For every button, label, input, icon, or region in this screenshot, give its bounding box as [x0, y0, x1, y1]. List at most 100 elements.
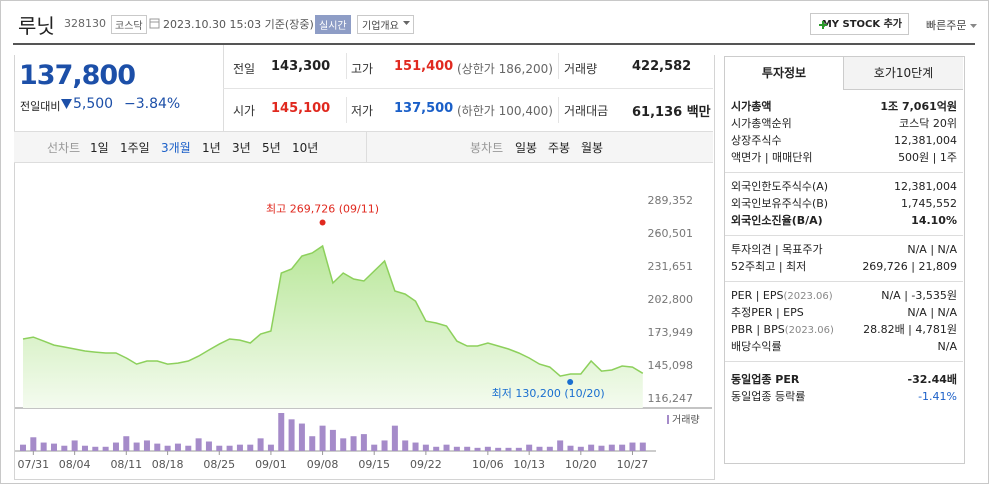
- volume-bar: [164, 445, 171, 451]
- volume-bar: [20, 444, 26, 451]
- volume-bar: [608, 444, 615, 451]
- stat-label: 시가: [233, 104, 256, 118]
- stat-value: 61,136 백만: [632, 105, 711, 120]
- invest-label: 투자의견 | 목표주가: [731, 243, 823, 256]
- volume-bar: [391, 425, 398, 451]
- volume-bar: [154, 443, 161, 451]
- invest-label: 동일업종 등락률: [731, 390, 806, 403]
- invest-label: PER | EPS: [731, 289, 784, 302]
- invest-row: PER | EPS(2023.06) N/A | -3,535원: [731, 287, 957, 304]
- invest-value: 14.10%: [911, 214, 957, 227]
- invest-row: 52주최고 | 최저 269,726 | 21,809: [731, 258, 957, 275]
- stat-value: 151,400: [394, 59, 454, 74]
- volume-bar: [195, 438, 202, 451]
- invest-tab[interactable]: 호가10단계: [843, 57, 963, 90]
- invest-row: 액면가 | 매매단위 500원 | 1주: [731, 149, 957, 166]
- x-tick-label: 08/25: [203, 458, 235, 471]
- invest-value: N/A | N/A: [907, 243, 957, 256]
- mystock-button[interactable]: MY STOCK 추가: [810, 13, 909, 35]
- candle-tab-label: 봉차트: [470, 141, 504, 155]
- realtime-badge[interactable]: 실시간: [315, 15, 351, 34]
- invest-row: 동일업종 PER -32.44배: [731, 371, 957, 388]
- divider: [366, 132, 367, 162]
- volume-bar: [30, 437, 37, 451]
- label-wrap: 외국인소진율(B/A): [731, 212, 823, 229]
- candle-tab[interactable]: 주봉: [548, 141, 571, 155]
- volume-bar: [526, 444, 533, 451]
- x-tick-label: 07/31: [17, 458, 49, 471]
- stat-value: 422,582: [632, 59, 692, 74]
- period-tab[interactable]: 5년: [262, 141, 281, 155]
- period-tab[interactable]: 3개월: [161, 141, 191, 155]
- annotation-label: 최저 130,200 (10/20): [492, 387, 605, 400]
- invest-group: PER | EPS(2023.06) N/A | -3,535원 추정PER | E…: [725, 282, 963, 362]
- y-tick-label: 145,098: [648, 359, 694, 372]
- invest-value: -32.44배: [907, 373, 957, 386]
- invest-note: (2023.06): [784, 325, 834, 336]
- invest-label: PBR | BPS: [731, 323, 785, 336]
- candle-tab[interactable]: 월봉: [581, 141, 604, 155]
- overview-label: 기업개요: [362, 21, 399, 32]
- x-tick-label: 10/27: [617, 458, 649, 471]
- volume-bar: [236, 444, 243, 451]
- invest-row: PBR | BPS(2023.06) 28.82배 | 4,781원: [731, 321, 957, 338]
- volume-bar: [102, 446, 109, 451]
- change-value: 5,500: [73, 96, 114, 112]
- candle-tab[interactable]: 일봉: [515, 141, 538, 155]
- volume-bar: [278, 413, 285, 451]
- invest-value: 28.82배 | 4,781원: [863, 323, 957, 336]
- volume-bar: [329, 429, 336, 451]
- volume-bar: [402, 440, 409, 451]
- invest-label: 추정PER | EPS: [731, 306, 804, 319]
- volume-bar: [205, 441, 212, 451]
- x-tick-label: 08/18: [152, 458, 184, 471]
- volume-bar: [371, 444, 378, 451]
- invest-value: 코스닥 20위: [899, 117, 957, 130]
- stat-label: 거래량: [564, 62, 598, 76]
- period-tab[interactable]: 1년: [202, 141, 221, 155]
- volume-bar: [381, 440, 388, 451]
- current-price: 137,800: [19, 60, 136, 91]
- datetime: 2023.10.30 15:03 기준(장중): [163, 18, 314, 31]
- period-tab[interactable]: 1일: [90, 141, 109, 155]
- volume-bar: [216, 445, 223, 451]
- volume-bar: [443, 444, 450, 451]
- change-rate: −3.84%: [124, 96, 181, 112]
- y-tick-label: 260,501: [648, 227, 694, 240]
- stat-label: 거래대금: [564, 104, 609, 118]
- volume-bar: [495, 447, 502, 451]
- volume-bar: [433, 446, 440, 451]
- legend-swatch: [667, 415, 669, 424]
- invest-value: N/A | N/A: [907, 306, 957, 319]
- invest-tab[interactable]: 투자정보: [725, 57, 843, 89]
- volume-bar: [298, 423, 305, 451]
- period-tab[interactable]: 10년: [292, 141, 319, 155]
- overview-button[interactable]: 기업개요: [357, 15, 414, 34]
- annotation-dot: [319, 219, 326, 226]
- volume-bar: [257, 438, 264, 451]
- invest-label: 시가총액: [731, 100, 772, 113]
- invest-groups: 시가총액 1조 7,061억원 시가총액순위 코스닥 20위 상장주식수 12,381,0…: [725, 93, 963, 411]
- x-tick-label: 10/06: [472, 458, 504, 471]
- volume-bar: [288, 419, 295, 451]
- period-tab[interactable]: 3년: [232, 141, 251, 155]
- invest-note: (2023.06): [783, 291, 833, 302]
- volume-bar: [174, 443, 181, 451]
- divider: [558, 53, 559, 79]
- annotation-label: 최고 269,726 (09/11): [266, 202, 379, 215]
- divider: [346, 53, 347, 79]
- invest-value: 1조 7,061억원: [880, 100, 957, 113]
- stat-label: 고가: [351, 62, 374, 76]
- volume-bar: [536, 446, 543, 451]
- period-tab[interactable]: 1주일: [120, 141, 150, 155]
- volume-bar: [123, 436, 130, 451]
- invest-row: 추정PER | EPS N/A | N/A: [731, 304, 957, 321]
- x-tick-label: 09/08: [307, 458, 339, 471]
- quick-order[interactable]: 빠른주문: [926, 17, 977, 33]
- label-wrap: PBR | BPS(2023.06): [731, 321, 834, 338]
- volume-bar: [185, 445, 192, 451]
- volume-bar: [453, 446, 460, 451]
- volume-bar: [484, 446, 491, 451]
- stat-note: (하한가 100,400): [457, 104, 553, 118]
- invest-row: 외국인소진율(B/A) 14.10%: [731, 212, 957, 229]
